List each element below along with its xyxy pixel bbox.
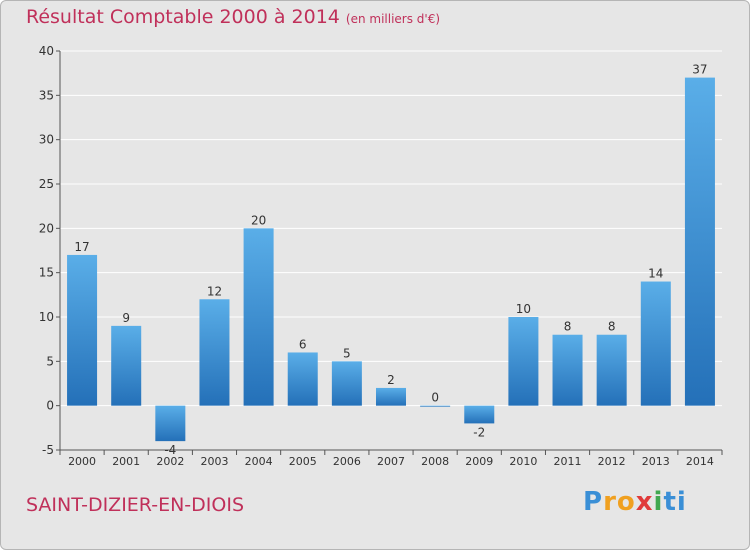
x-tick-label-2005: 2005 [289, 455, 317, 468]
y-tick-label: 30 [39, 133, 54, 147]
logo-letter: r [603, 487, 617, 517]
x-tick-label-2007: 2007 [377, 455, 405, 468]
bar-2008 [420, 405, 451, 407]
y-tick-label: 40 [39, 44, 54, 58]
x-tick-label-2003: 2003 [200, 455, 228, 468]
location-name: SAINT-DIZIER-EN-DIOIS [26, 494, 245, 516]
bars [67, 77, 715, 442]
x-tick-label-2010: 2010 [509, 455, 537, 468]
value-label-2010: 10 [516, 302, 531, 316]
value-label-2000: 17 [74, 240, 89, 254]
value-label-2012: 8 [608, 320, 616, 334]
logo-letter: o [616, 487, 636, 517]
bar-2012 [596, 334, 627, 406]
y-tick-label: 10 [39, 310, 54, 324]
value-label-2013: 14 [648, 267, 663, 281]
y-tick-label: 35 [39, 88, 54, 102]
value-label-2006: 5 [343, 346, 351, 360]
value-label-2003: 12 [207, 284, 222, 298]
logo-letter: i [653, 487, 664, 517]
value-label-2002: -4 [164, 443, 176, 457]
x-tick-label-2002: 2002 [156, 455, 184, 468]
x-tick-label-2001: 2001 [112, 455, 140, 468]
value-label-2009: -2 [473, 425, 485, 439]
bar-2002 [155, 405, 186, 442]
bar-2003 [199, 299, 230, 406]
x-tick-label-2011: 2011 [554, 455, 582, 468]
x-tick-label-2012: 2012 [598, 455, 626, 468]
x-tick-label-2014: 2014 [686, 455, 714, 468]
logo-letter: t [663, 487, 677, 517]
title-text: Résultat Comptable 2000 à 2014 [26, 6, 340, 28]
value-label-2007: 2 [387, 373, 395, 387]
x-tick-label-2000: 2000 [68, 455, 96, 468]
y-tick-label: 20 [39, 221, 54, 235]
x-tick-label-2004: 2004 [245, 455, 273, 468]
value-label-2005: 6 [299, 337, 307, 351]
value-label-2001: 9 [122, 311, 130, 325]
grid-lines [60, 50, 722, 451]
bar-2010 [508, 317, 539, 406]
x-tick-label-2013: 2013 [642, 455, 670, 468]
y-tick-label: 0 [46, 399, 54, 413]
bar-2006 [331, 361, 362, 406]
bar-2005 [287, 352, 318, 406]
unit-label: (en milliers d'€) [345, 12, 441, 26]
bar-2014 [684, 77, 715, 406]
y-tick-label: 25 [39, 177, 54, 191]
proxiti-logo: Proxiti [583, 487, 687, 517]
logo-letter: i [676, 487, 687, 517]
bar-2011 [552, 334, 583, 406]
value-label-2004: 20 [251, 213, 266, 227]
value-label-2014: 37 [692, 63, 707, 77]
bar-2000 [67, 254, 98, 406]
y-tick-label: 5 [46, 354, 54, 368]
y-tick-label: 15 [39, 266, 54, 280]
y-tick-label: -5 [42, 443, 54, 457]
bar-2001 [111, 325, 142, 406]
x-tick-label-2008: 2008 [421, 455, 449, 468]
bar-2009 [464, 405, 495, 424]
bar-2004 [243, 228, 274, 406]
chart-title: Résultat Comptable 2000 à 2014 (en millie… [26, 6, 440, 28]
logo-letter: P [583, 487, 604, 517]
bar-2007 [375, 387, 407, 406]
logo-letter: x [635, 487, 654, 517]
x-tick-label-2009: 2009 [465, 455, 493, 468]
x-tick-label-2006: 2006 [333, 455, 361, 468]
value-label-2008: 0 [431, 391, 439, 405]
value-label-2011: 8 [564, 320, 572, 334]
bar-2013 [640, 281, 671, 406]
